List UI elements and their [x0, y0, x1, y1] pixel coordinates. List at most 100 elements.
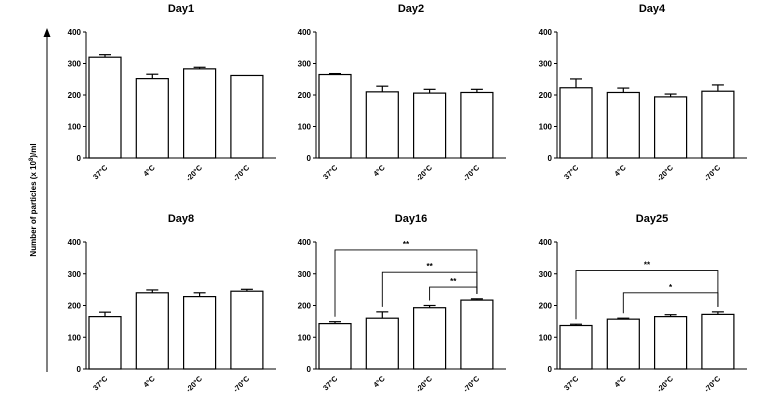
chart-title: Day4: [639, 3, 666, 15]
y-tick-label: 0: [77, 154, 82, 163]
x-tick-label: -20°C: [414, 163, 434, 183]
y-tick-label: 100: [68, 333, 82, 342]
x-tick-label: 37°C: [91, 374, 110, 393]
y-axis-label-exponent: 8: [29, 157, 35, 161]
chart-panel-day1: Day1 0 100 200 300 400 37°C 4°C -20°C -70°C: [68, 3, 276, 183]
x-tick-label: -70°C: [231, 374, 251, 394]
x-tick-label: 4°C: [371, 163, 387, 179]
x-tick-label: 4°C: [612, 374, 628, 390]
bar: [183, 68, 217, 159]
x-tick-label: 4°C: [141, 163, 157, 179]
y-tick-label: 100: [298, 123, 312, 132]
chart-title: Day16: [395, 213, 427, 225]
bar: [413, 307, 447, 370]
significance-label: **: [426, 262, 433, 271]
chart-panel-day8: Day8 0 100 200 300 400 37°C 4°C -20°C -70°C: [68, 213, 276, 394]
x-tick-label: -20°C: [184, 374, 204, 394]
x-tick-label: -20°C: [655, 163, 675, 183]
y-tick-label: 400: [68, 238, 82, 247]
y-tick-label: 100: [539, 123, 553, 132]
y-tick-label: 300: [298, 270, 312, 279]
bar: [135, 292, 169, 370]
bar: [365, 91, 399, 159]
y-axis-label-prefix: Number of particles (x 10: [29, 160, 38, 256]
x-tick-label: -70°C: [461, 163, 481, 183]
bar: [135, 78, 169, 159]
y-axis-label-suffix: )/ml: [29, 143, 38, 157]
significance-label: **: [450, 277, 457, 286]
chart-panel-day4: Day4 0 100 200 300 400 37°C 4°C -20°C -70°C: [539, 3, 747, 183]
y-tick-label: 0: [307, 154, 312, 163]
bar: [559, 87, 593, 159]
x-tick-label: -70°C: [461, 374, 481, 394]
chart-title: Day25: [636, 213, 668, 225]
y-tick-label: 100: [539, 333, 553, 342]
bar: [559, 324, 593, 370]
y-axis-arrow-head: [43, 28, 51, 37]
x-tick-label: -20°C: [184, 163, 204, 183]
x-tick-label: 4°C: [371, 374, 387, 390]
significance-bracket: [429, 286, 478, 301]
y-tick-label: 400: [298, 238, 312, 247]
significance-bracket: [622, 292, 719, 314]
y-tick-label: 300: [539, 270, 553, 279]
x-tick-label: -70°C: [702, 163, 722, 183]
chart-panel-day2: Day2 0 100 200 300 400 37°C 4°C -20°C -70°C: [298, 3, 506, 183]
x-tick-label: -20°C: [655, 374, 675, 394]
shared-y-axis-label: Number of particles (x 108)/ml: [29, 28, 51, 372]
x-tick-label: -70°C: [231, 163, 251, 183]
significance-bracket: [575, 270, 719, 320]
y-tick-label: 100: [298, 333, 312, 342]
y-tick-label: 400: [539, 238, 553, 247]
bar: [460, 299, 494, 370]
bar: [365, 317, 399, 370]
chart-title: Day1: [168, 3, 194, 15]
y-tick-label: 200: [539, 302, 553, 311]
chart-title: Day8: [168, 213, 194, 225]
y-tick-label: 200: [298, 91, 312, 100]
bar: [183, 296, 217, 370]
bar: [701, 313, 735, 370]
bar: [653, 316, 688, 370]
y-tick-label: 300: [68, 270, 82, 279]
y-axis-label: Number of particles (x 108)/ml: [29, 143, 38, 256]
bar: [460, 91, 494, 159]
x-tick-label: 4°C: [612, 163, 628, 179]
y-tick-label: 0: [77, 365, 82, 374]
chart-panel-day16: Day16 0 100 200 300 400 37°C 4°C -20°C -70°C ** ** *…: [298, 213, 506, 394]
y-tick-label: 400: [539, 28, 553, 37]
x-tick-label: 37°C: [321, 374, 340, 393]
bar: [230, 290, 264, 370]
bar: [88, 56, 122, 159]
significance-label: **: [644, 261, 651, 270]
y-tick-label: 100: [68, 123, 82, 132]
y-tick-label: 300: [539, 60, 553, 69]
y-tick-label: 200: [298, 302, 312, 311]
bar: [413, 92, 447, 159]
y-tick-label: 0: [548, 154, 553, 163]
y-tick-label: 200: [539, 91, 553, 100]
bar: [318, 73, 352, 159]
y-tick-label: 0: [307, 365, 312, 374]
chart-panels: Day1 0 100 200 300 400 37°C 4°C -20°C -70°C Day2 0 1…: [68, 3, 747, 394]
bar: [230, 74, 264, 159]
x-tick-label: -20°C: [414, 374, 434, 394]
y-tick-label: 200: [68, 91, 82, 100]
x-tick-label: 37°C: [91, 163, 110, 182]
bar: [88, 316, 122, 370]
x-tick-label: 37°C: [562, 163, 581, 182]
significance-label: *: [669, 283, 673, 292]
significance-label: **: [403, 240, 410, 249]
y-tick-label: 0: [548, 365, 553, 374]
bar: [318, 322, 352, 370]
x-tick-label: -70°C: [702, 374, 722, 394]
x-tick-label: 37°C: [562, 374, 581, 393]
bar: [606, 91, 640, 159]
bar: [653, 96, 688, 159]
y-tick-label: 400: [68, 28, 82, 37]
y-tick-label: 300: [298, 60, 312, 69]
bar: [701, 90, 735, 159]
x-tick-label: 37°C: [321, 163, 340, 182]
